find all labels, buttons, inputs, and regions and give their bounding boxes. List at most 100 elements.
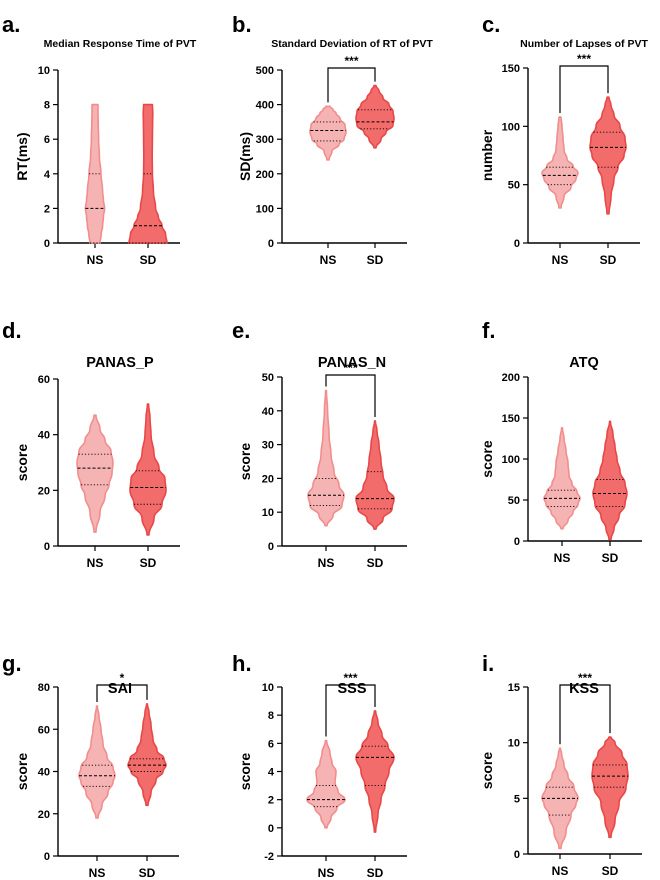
chart-title: Number of Lapses of PVT: [520, 38, 648, 50]
violin-ns: [78, 705, 116, 819]
panel-letter: e.: [232, 318, 250, 343]
x-tick-label: SD: [367, 866, 384, 880]
y-tick-label: 10: [38, 65, 50, 77]
violin-sd: [127, 703, 167, 807]
chart-title: Median Response Time of PVT: [44, 38, 197, 50]
x-tick-label: NS: [554, 551, 571, 565]
violin-sd: [589, 96, 627, 215]
y-axis-label: SD(ms): [237, 132, 253, 181]
y-tick-label: 0: [268, 238, 274, 250]
x-tick-label: NS: [87, 253, 104, 267]
y-axis-label: score: [479, 752, 495, 790]
panel-b: b. Standard Deviation of RT of PVT SD(ms) 0…: [232, 12, 433, 267]
violin-sd: [592, 420, 628, 541]
chart-title: Standard Deviation of RT of PVT: [271, 38, 433, 50]
y-axis-label: RT(ms): [14, 132, 30, 180]
y-tick-label: 400: [256, 100, 274, 112]
y-tick-label: 60: [38, 724, 50, 736]
violin-sd: [355, 710, 395, 833]
y-tick-label: 6: [44, 134, 50, 146]
y-tick-label: 2: [268, 795, 274, 807]
panel-letter: c.: [482, 12, 500, 37]
x-tick-label: SD: [602, 551, 619, 565]
significance-label: ***: [578, 671, 592, 685]
x-tick-label: SD: [602, 864, 619, 878]
y-tick-label: 0: [268, 823, 274, 835]
violin-ns: [543, 426, 581, 530]
y-axis-label: score: [237, 753, 253, 791]
y-tick-label: 50: [508, 495, 520, 507]
y-tick-label: 60: [38, 374, 50, 386]
y-tick-label: 0: [514, 849, 520, 861]
x-tick-label: SD: [140, 556, 157, 570]
chart-title: ATQ: [569, 355, 599, 371]
y-tick-label: 2: [44, 203, 50, 215]
y-tick-label: 6: [268, 738, 274, 750]
x-tick-label: SD: [140, 253, 157, 267]
y-tick-label: 5: [514, 793, 520, 805]
y-tick-label: 500: [256, 65, 274, 77]
x-tick-label: NS: [318, 556, 335, 570]
y-tick-label: 40: [262, 406, 274, 418]
y-tick-label: 200: [502, 372, 520, 384]
y-tick-label: 80: [38, 682, 50, 694]
x-tick-label: SD: [367, 556, 384, 570]
y-tick-label: 10: [262, 682, 274, 694]
y-tick-label: -2: [264, 851, 274, 863]
panel-letter: h.: [232, 651, 252, 676]
y-tick-label: 300: [256, 134, 274, 146]
panel-letter: b.: [232, 12, 252, 37]
y-tick-label: 0: [44, 238, 50, 250]
violin-ns: [309, 105, 347, 161]
y-tick-label: 0: [514, 238, 520, 250]
x-tick-label: NS: [552, 253, 569, 267]
y-axis-label: score: [237, 443, 253, 481]
y-tick-label: 30: [262, 440, 274, 452]
violin-ns: [76, 414, 114, 533]
y-tick-label: 50: [262, 372, 274, 384]
y-tick-label: 8: [268, 710, 274, 722]
y-tick-label: 0: [44, 541, 50, 553]
x-tick-label: NS: [318, 866, 335, 880]
y-tick-label: 0: [44, 851, 50, 863]
x-tick-label: SD: [367, 253, 384, 267]
panel-a: a. Median Response Time of PVT RT(ms) 0 2 4 6 8…: [2, 12, 197, 267]
violin-ns: [306, 739, 346, 829]
significance-label: *: [120, 671, 125, 685]
x-tick-label: NS: [552, 864, 569, 878]
x-tick-label: NS: [87, 556, 104, 570]
panel-letter: g.: [2, 651, 22, 676]
y-tick-label: 40: [38, 767, 50, 779]
y-tick-label: 0: [268, 541, 274, 553]
x-tick-label: SD: [139, 866, 156, 880]
y-tick-label: 15: [508, 682, 520, 694]
panel-letter: a.: [2, 12, 20, 37]
y-tick-label: 8: [44, 100, 50, 112]
significance-bracket: [327, 67, 376, 103]
y-tick-label: 10: [508, 738, 520, 750]
panel-c: c. Number of Lapses of PVT number 0 50 100 150…: [479, 12, 648, 267]
y-tick-label: 20: [262, 473, 274, 485]
y-tick-label: 10: [262, 507, 274, 519]
violin-ns: [541, 116, 579, 209]
y-tick-label: 150: [502, 413, 520, 425]
significance-label: ***: [343, 361, 357, 375]
significance-bracket: [325, 684, 376, 737]
y-tick-label: 0: [514, 536, 520, 548]
x-tick-label: NS: [320, 253, 337, 267]
violin-ns: [84, 103, 106, 244]
panel-letter: d.: [2, 318, 22, 343]
x-tick-label: NS: [89, 866, 106, 880]
significance-bracket: [96, 684, 148, 703]
chart-title: PANAS_P: [86, 355, 154, 371]
y-tick-label: 200: [256, 169, 274, 181]
significance-bracket: [559, 684, 611, 745]
y-tick-label: 150: [502, 63, 520, 75]
significance-bracket: [559, 65, 609, 113]
y-axis-label: score: [479, 440, 495, 478]
